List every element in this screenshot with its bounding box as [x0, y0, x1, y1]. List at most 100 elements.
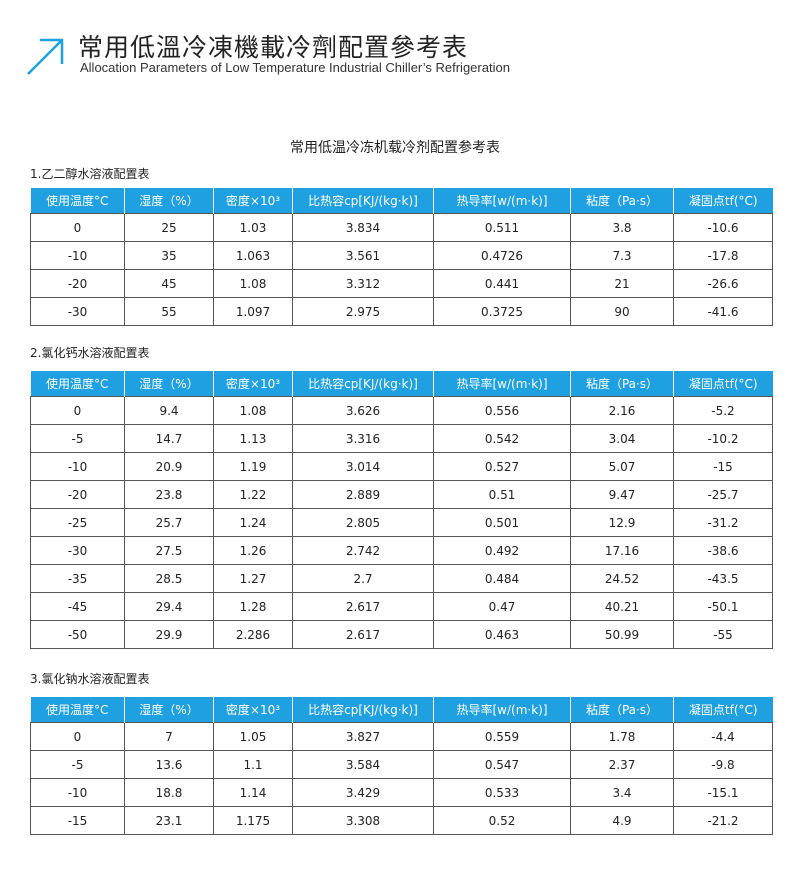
table-cell: 12.9	[570, 508, 674, 537]
column-header: 凝固点tf(°C)	[673, 371, 773, 397]
table-row: -35 28.5 1.27 2.7 0.484 24.52 -43.5	[30, 564, 773, 593]
table-cell: -50	[30, 620, 125, 649]
table-row: -5 14.7 1.13 3.316 0.542 3.04 -10.2	[30, 424, 773, 453]
table-cell: 4.9	[570, 806, 674, 835]
table-cell: 3.014	[292, 452, 434, 481]
table-cell: 3.561	[292, 241, 434, 270]
table-cell: 29.9	[124, 620, 214, 649]
table-cell: 3.827	[292, 722, 434, 751]
table-cell: 0.547	[433, 750, 571, 779]
table-cell: -4.4	[673, 722, 773, 751]
table-cell: 0.47	[433, 592, 571, 621]
table-cell: 0.441	[433, 269, 571, 298]
table-cell: 2.617	[292, 620, 434, 649]
arrow-up-right-icon	[27, 38, 64, 75]
table-cell: 0	[30, 213, 125, 242]
page-subtitle: Allocation Parameters of Low Temperature…	[80, 60, 510, 75]
header-row: 使用温度°C 湿度（%） 密度×10³ 比热容cp[KJ/(kg·k)] 热导率[w/(…	[30, 697, 773, 723]
table-cell: 5.07	[570, 452, 674, 481]
table-cell: -31.2	[673, 508, 773, 537]
table-cell: -30	[30, 536, 125, 565]
table-cell: 0.463	[433, 620, 571, 649]
table-row: -30 55 1.097 2.975 0.3725 90 -41.6	[30, 297, 773, 326]
table-cell: 2.742	[292, 536, 434, 565]
table-cell: 21	[570, 269, 674, 298]
table-cell: 13.6	[124, 750, 214, 779]
column-header: 湿度（%）	[124, 188, 214, 214]
table-cell: 2.16	[570, 396, 674, 425]
table-cell: -43.5	[673, 564, 773, 593]
table-cell: 1.78	[570, 722, 674, 751]
table-cell: 18.8	[124, 778, 214, 807]
table-cell: 3.308	[292, 806, 434, 835]
table-cell: 27.5	[124, 536, 214, 565]
table-cell: -10	[30, 452, 125, 481]
table-cell: 0.559	[433, 722, 571, 751]
section-title: 3.氯化钠水溶液配置表	[30, 672, 150, 686]
table-cell: 0.51	[433, 480, 571, 509]
table-cell: 2.805	[292, 508, 434, 537]
table-cell: 2.286	[213, 620, 293, 649]
table-cell: 1.05	[213, 722, 293, 751]
table-cell: 9.47	[570, 480, 674, 509]
table-cell: 1.08	[213, 269, 293, 298]
table-cell: 0.556	[433, 396, 571, 425]
table-cell: 1.13	[213, 424, 293, 453]
column-header: 热导率[w/(m·k)]	[433, 188, 571, 214]
table-cell: -25.7	[673, 480, 773, 509]
table-cell: 14.7	[124, 424, 214, 453]
column-header: 密度×10³	[213, 371, 293, 397]
table-cell: 7	[124, 722, 214, 751]
column-header: 湿度（%）	[124, 697, 214, 723]
table-cell: -10	[30, 241, 125, 270]
table-cell: -17.8	[673, 241, 773, 270]
data-table: 使用温度°C 湿度（%） 密度×10³ 比热容cp[KJ/(kg·k)] 热导率[w/(…	[30, 188, 773, 326]
table-cell: 29.4	[124, 592, 214, 621]
table-row: -50 29.9 2.286 2.617 0.463 50.99 -55	[30, 620, 773, 649]
table-cell: 25.7	[124, 508, 214, 537]
table-cell: -5	[30, 424, 125, 453]
table-cell: 1.063	[213, 241, 293, 270]
table-cell: -5.2	[673, 396, 773, 425]
table-cell: 28.5	[124, 564, 214, 593]
table-cell: 1.24	[213, 508, 293, 537]
table-row: -45 29.4 1.28 2.617 0.47 40.21 -50.1	[30, 592, 773, 621]
table-cell: -15	[673, 452, 773, 481]
table-cell: 40.21	[570, 592, 674, 621]
table-cell: 3.8	[570, 213, 674, 242]
table-cell: 20.9	[124, 452, 214, 481]
table-cell: -30	[30, 297, 125, 326]
column-header: 密度×10³	[213, 188, 293, 214]
table-cell: 0.511	[433, 213, 571, 242]
column-header: 粘度（Pa·s）	[570, 371, 674, 397]
header-row: 使用温度°C 湿度（%） 密度×10³ 比热容cp[KJ/(kg·k)] 热导率[w/(…	[30, 188, 773, 214]
table-cell: 1.19	[213, 452, 293, 481]
column-header: 使用温度°C	[30, 697, 125, 723]
table-cell: -5	[30, 750, 125, 779]
table-cell: 0.501	[433, 508, 571, 537]
table-cell: 0.3725	[433, 297, 571, 326]
main-title: 常用低温冷冻机载冷剂配置参考表	[290, 140, 500, 156]
column-header: 粘度（Pa·s）	[570, 697, 674, 723]
table-cell: 0.527	[433, 452, 571, 481]
data-table: 使用温度°C 湿度（%） 密度×10³ 比热容cp[KJ/(kg·k)] 热导率[w/(…	[30, 371, 773, 649]
table-cell: -20	[30, 269, 125, 298]
column-header: 密度×10³	[213, 697, 293, 723]
data-table: 使用温度°C 湿度（%） 密度×10³ 比热容cp[KJ/(kg·k)] 热导率[w/(…	[30, 697, 773, 835]
table-cell: -45	[30, 592, 125, 621]
table-row: -15 23.1 1.175 3.308 0.52 4.9 -21.2	[30, 806, 773, 835]
column-header: 热导率[w/(m·k)]	[433, 697, 571, 723]
table-row: 0 25 1.03 3.834 0.511 3.8 -10.6	[30, 213, 773, 242]
table-cell: 0.533	[433, 778, 571, 807]
table-row: 0 7 1.05 3.827 0.559 1.78 -4.4	[30, 722, 773, 751]
table-cell: -35	[30, 564, 125, 593]
column-header: 凝固点tf(°C)	[673, 697, 773, 723]
table-cell: -20	[30, 480, 125, 509]
table-cell: 0.4726	[433, 241, 571, 270]
table-cell: 2.617	[292, 592, 434, 621]
table-cell: 1.28	[213, 592, 293, 621]
column-header: 热导率[w/(m·k)]	[433, 371, 571, 397]
table-cell: -10.2	[673, 424, 773, 453]
table-cell: 2.7	[292, 564, 434, 593]
